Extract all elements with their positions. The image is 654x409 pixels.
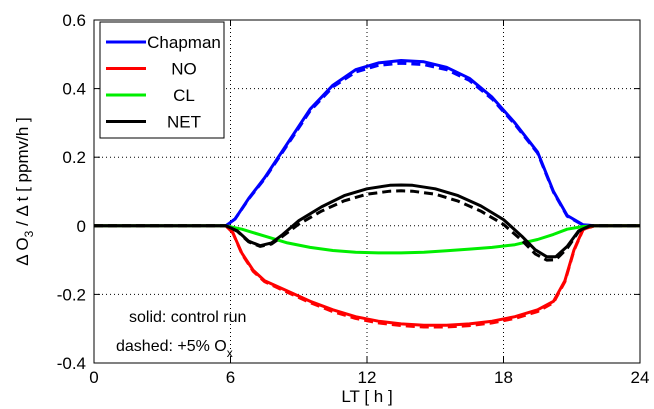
series-layer	[94, 59, 640, 329]
y-tick-label: 0	[77, 217, 86, 236]
y-axis-title-sub: 3	[22, 230, 36, 237]
y-tick-label: 0.2	[62, 148, 86, 167]
legend: Chapman NO CL NET	[99, 21, 225, 139]
annotation-dashed: dashed: +5% Ox	[116, 338, 233, 360]
legend-label-net: NET	[167, 113, 201, 132]
annotation-solid: solid: control run	[129, 309, 246, 326]
x-tick-label: 0	[89, 368, 98, 387]
y-tick-label: -0.2	[57, 285, 86, 304]
x-tick-label: 6	[226, 368, 235, 387]
series-cl-line	[94, 224, 640, 255]
y-tick-label: 0.4	[62, 80, 86, 99]
x-tick-label: 12	[358, 368, 377, 387]
annotation-dashed-main: dashed: +5% O	[116, 338, 227, 355]
grid	[94, 20, 640, 363]
legend-label-no: NO	[171, 60, 197, 79]
x-axis-title: LT [ h ]	[341, 387, 392, 406]
series-no-line	[94, 224, 640, 327]
annotation-dashed-sub: x	[227, 346, 233, 360]
y-axis-title: Δ O3 / Δ t [ ppmv/h ]	[13, 117, 36, 265]
tick-labels: 0 6 12 18 24 -0.4 -0.2 0 0.2 0.4 0.6	[57, 11, 650, 387]
legend-label-cl: CL	[173, 86, 195, 105]
y-axis-title-o: O	[13, 237, 32, 250]
legend-label-chapman: Chapman	[147, 33, 221, 52]
y-tick-label: 0.6	[62, 11, 86, 30]
series-net-line	[94, 183, 640, 259]
x-tick-label: 18	[494, 368, 513, 387]
y-axis-title-delta: Δ	[13, 255, 32, 266]
y-tick-label: -0.4	[57, 354, 86, 373]
x-tick-label: 24	[631, 368, 650, 387]
series-chapman-line	[94, 59, 640, 228]
ticks	[93, 19, 641, 364]
y-axis-title-rest: / Δ t [ ppmv/h ]	[13, 117, 32, 230]
